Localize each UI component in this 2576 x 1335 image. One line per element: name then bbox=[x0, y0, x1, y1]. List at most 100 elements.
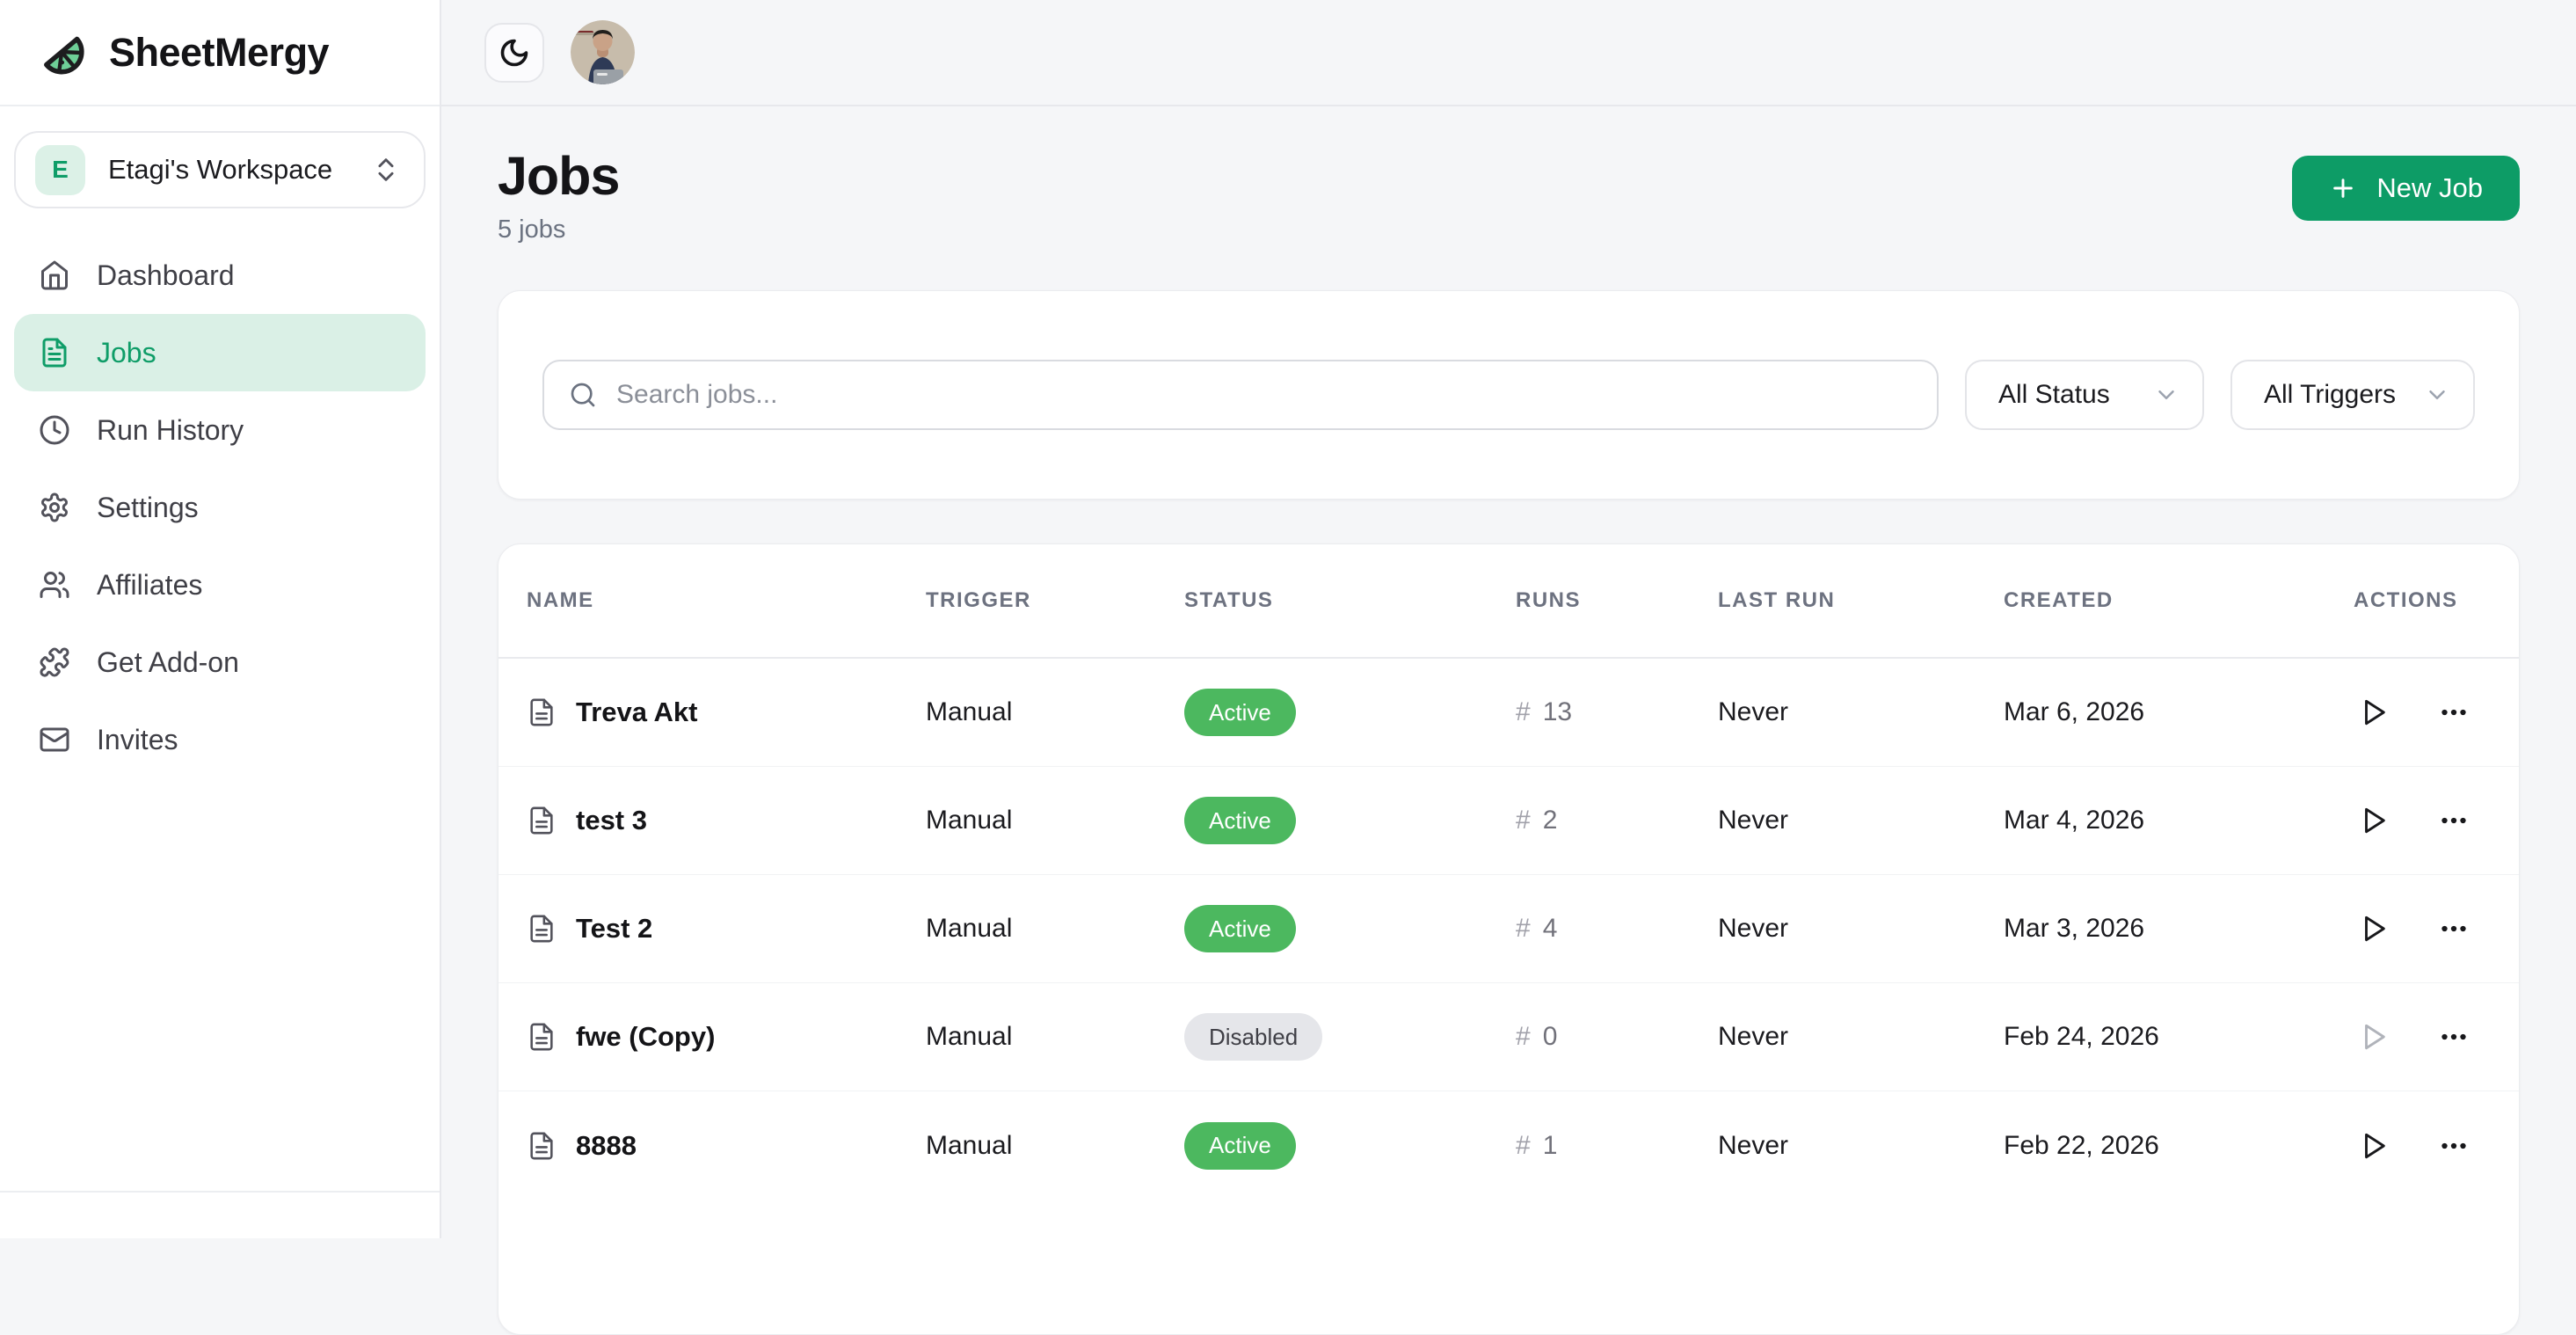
mail-icon bbox=[39, 724, 70, 755]
row-menu-button[interactable] bbox=[2433, 691, 2475, 733]
job-name[interactable]: Test 2 bbox=[576, 913, 652, 945]
gear-icon bbox=[39, 492, 70, 523]
job-last-run: Never bbox=[1718, 806, 2004, 835]
main-area: Jobs 5 jobs New Job All Status bbox=[441, 0, 2576, 1238]
file-text-icon bbox=[527, 1022, 557, 1052]
job-runs: 4 bbox=[1543, 914, 1558, 944]
column-header-name: NAME bbox=[527, 588, 926, 613]
column-header-actions: ACTIONS bbox=[2354, 588, 2477, 613]
chevron-down-icon bbox=[2424, 382, 2450, 408]
sidebar-footer-divider bbox=[0, 1191, 440, 1193]
sidebar-item-label: Jobs bbox=[97, 337, 156, 369]
status-badge: Active bbox=[1184, 905, 1296, 952]
run-job-button[interactable] bbox=[2354, 692, 2394, 733]
play-icon bbox=[2359, 806, 2389, 835]
user-avatar[interactable] bbox=[571, 20, 635, 84]
run-job-button[interactable] bbox=[2354, 1126, 2394, 1166]
run-job-button[interactable] bbox=[2354, 800, 2394, 841]
job-trigger: Manual bbox=[926, 806, 1184, 835]
column-header-created: CREATED bbox=[2004, 588, 2354, 613]
hash-icon: # bbox=[1516, 914, 1531, 944]
clock-icon bbox=[39, 414, 70, 446]
run-job-button[interactable] bbox=[2354, 1017, 2394, 1057]
sidebar: SheetMergy E Etagi's Workspace Dashboard bbox=[0, 0, 441, 1238]
workspace-avatar: E bbox=[35, 145, 85, 195]
job-runs: 1 bbox=[1543, 1131, 1558, 1161]
workspace-name: Etagi's Workspace bbox=[108, 154, 371, 186]
status-filter-select[interactable]: All Status bbox=[1965, 360, 2204, 430]
ellipsis-icon bbox=[2438, 913, 2470, 945]
job-trigger: Manual bbox=[926, 914, 1184, 944]
sidebar-item-jobs[interactable]: Jobs bbox=[14, 314, 426, 391]
sidebar-item-settings[interactable]: Settings bbox=[14, 469, 426, 546]
ellipsis-icon bbox=[2438, 1130, 2470, 1162]
search-input[interactable] bbox=[616, 380, 1912, 410]
play-icon bbox=[2359, 697, 2389, 727]
plus-icon bbox=[2329, 174, 2357, 202]
new-job-button[interactable]: New Job bbox=[2292, 156, 2520, 221]
workspace-switcher[interactable]: E Etagi's Workspace bbox=[14, 131, 426, 208]
chevrons-up-down-icon bbox=[371, 155, 401, 185]
triggers-filter-select[interactable]: All Triggers bbox=[2230, 360, 2475, 430]
ellipsis-icon bbox=[2438, 805, 2470, 836]
row-menu-button[interactable] bbox=[2433, 1125, 2475, 1167]
home-icon bbox=[39, 259, 70, 291]
job-trigger: Manual bbox=[926, 697, 1184, 727]
file-text-icon bbox=[39, 337, 70, 368]
play-icon bbox=[2359, 1131, 2389, 1161]
sidebar-item-run-history[interactable]: Run History bbox=[14, 391, 426, 469]
sidebar-item-dashboard[interactable]: Dashboard bbox=[14, 237, 426, 314]
job-created: Mar 4, 2026 bbox=[2004, 806, 2354, 835]
page-header: Jobs 5 jobs New Job bbox=[498, 145, 2520, 244]
column-header-lastrun: LAST RUN bbox=[1718, 588, 2004, 613]
search-box bbox=[542, 360, 1939, 430]
job-name[interactable]: 8888 bbox=[576, 1130, 637, 1162]
row-menu-button[interactable] bbox=[2433, 1016, 2475, 1058]
sidebar-item-label: Get Add-on bbox=[97, 646, 239, 679]
sidebar-item-label: Invites bbox=[97, 724, 178, 756]
sidebar-item-label: Run History bbox=[97, 414, 244, 447]
job-last-run: Never bbox=[1718, 1022, 2004, 1052]
job-created: Feb 22, 2026 bbox=[2004, 1131, 2354, 1161]
sidebar-item-label: Affiliates bbox=[97, 569, 202, 602]
jobs-table: NAME TRIGGER STATUS RUNS LAST RUN CREATE… bbox=[498, 543, 2520, 1335]
table-row: test 3 Manual Active #2 Never Mar 4, 202… bbox=[498, 767, 2519, 875]
file-text-icon bbox=[527, 806, 557, 835]
content: Jobs 5 jobs New Job All Status bbox=[441, 145, 2576, 1335]
users-icon bbox=[39, 569, 70, 601]
row-menu-button[interactable] bbox=[2433, 799, 2475, 842]
hash-icon: # bbox=[1516, 1022, 1531, 1052]
job-name[interactable]: Treva Akt bbox=[576, 697, 697, 728]
table-header-row: NAME TRIGGER STATUS RUNS LAST RUN CREATE… bbox=[498, 544, 2519, 659]
column-header-status: STATUS bbox=[1184, 588, 1516, 613]
job-last-run: Never bbox=[1718, 914, 2004, 944]
sidebar-item-affiliates[interactable]: Affiliates bbox=[14, 546, 426, 624]
moon-icon bbox=[498, 37, 530, 69]
sidebar-item-invites[interactable]: Invites bbox=[14, 701, 426, 778]
table-row: 8888 Manual Active #1 Never Feb 22, 2026 bbox=[498, 1091, 2519, 1200]
page-title: Jobs bbox=[498, 145, 619, 207]
status-badge: Active bbox=[1184, 797, 1296, 844]
hash-icon: # bbox=[1516, 806, 1531, 835]
status-badge: Active bbox=[1184, 1122, 1296, 1170]
run-job-button[interactable] bbox=[2354, 908, 2394, 949]
job-name[interactable]: test 3 bbox=[576, 805, 647, 836]
sidebar-item-get-addon[interactable]: Get Add-on bbox=[14, 624, 426, 701]
brand: SheetMergy bbox=[0, 0, 440, 106]
theme-toggle-button[interactable] bbox=[484, 23, 544, 83]
file-text-icon bbox=[527, 1131, 557, 1161]
table-row: fwe (Copy) Manual Disabled #0 Never Feb … bbox=[498, 983, 2519, 1091]
sidebar-item-label: Settings bbox=[97, 492, 199, 524]
job-runs: 13 bbox=[1543, 697, 1572, 727]
job-runs: 2 bbox=[1543, 806, 1558, 835]
search-icon bbox=[569, 381, 597, 409]
ellipsis-icon bbox=[2438, 1021, 2470, 1053]
job-name[interactable]: fwe (Copy) bbox=[576, 1021, 715, 1053]
file-text-icon bbox=[527, 697, 557, 727]
ellipsis-icon bbox=[2438, 697, 2470, 728]
table-row: Treva Akt Manual Active #13 Never Mar 6,… bbox=[498, 659, 2519, 767]
status-filter-value: All Status bbox=[1998, 380, 2110, 410]
row-menu-button[interactable] bbox=[2433, 908, 2475, 950]
sidebar-nav: Dashboard Jobs Run History bbox=[0, 237, 440, 778]
job-created: Feb 24, 2026 bbox=[2004, 1022, 2354, 1052]
